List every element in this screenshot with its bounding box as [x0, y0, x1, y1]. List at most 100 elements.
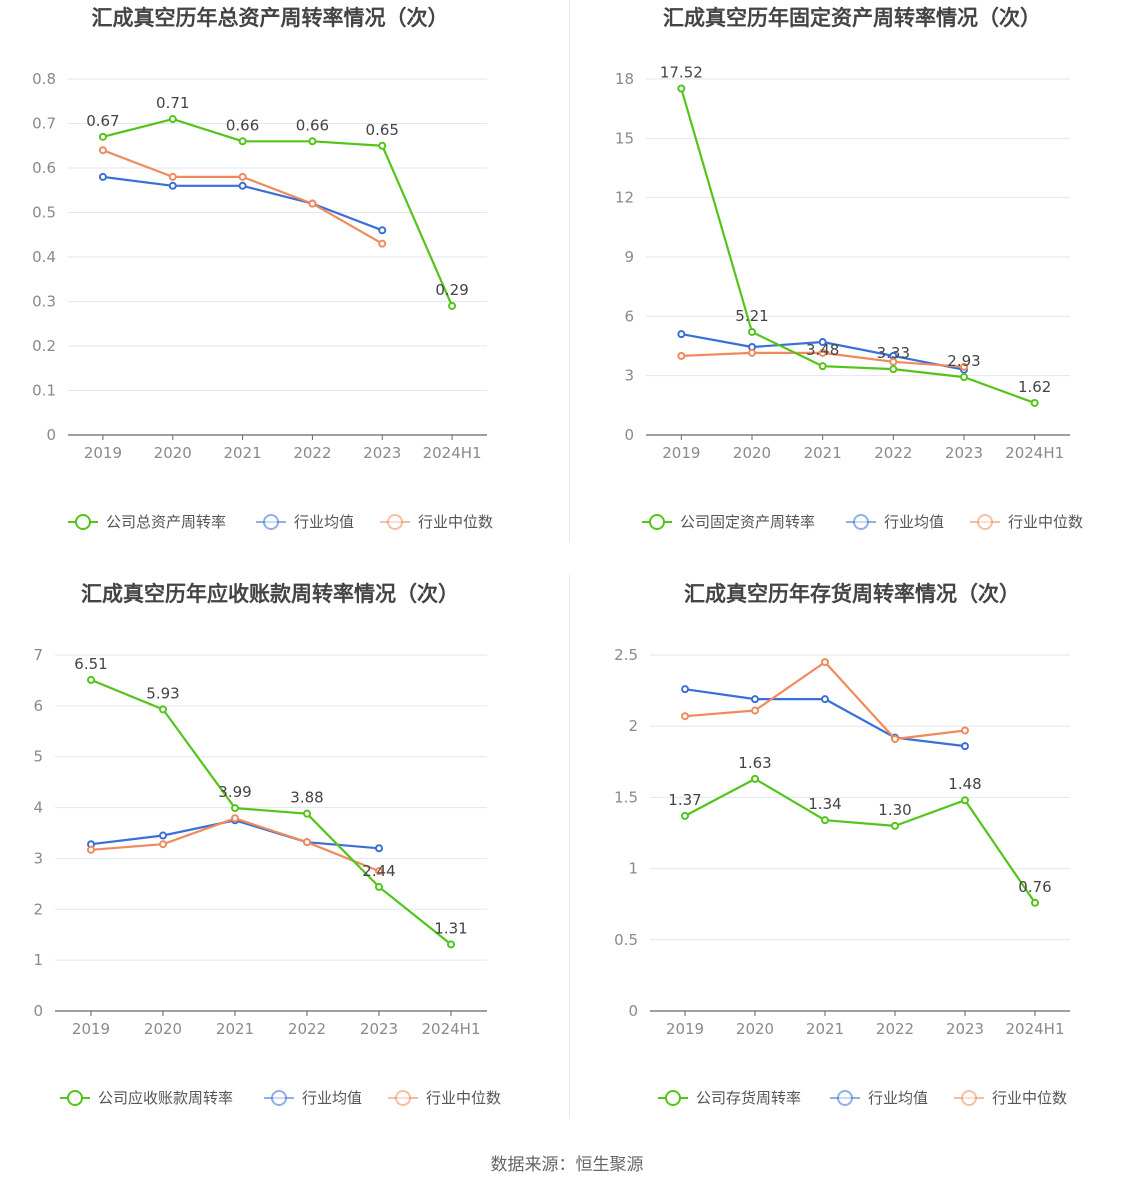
data-point [677, 84, 686, 93]
data-label: 1.30 [878, 801, 911, 819]
data-point [818, 362, 827, 371]
data-point [681, 811, 689, 820]
legend-marker [977, 514, 993, 530]
y-tick-label: 0.5 [32, 204, 56, 222]
data-label: 6.51 [74, 655, 107, 673]
legend-label: 行业均值 [884, 513, 944, 531]
data-label: 0.66 [226, 116, 259, 134]
data-point [889, 357, 898, 366]
data-label: 3.33 [877, 344, 910, 362]
data-point [159, 831, 167, 840]
x-tick-label: 2023 [946, 1020, 984, 1038]
x-tick-label: 2020 [144, 1020, 182, 1038]
data-label: 3.88 [290, 789, 323, 807]
x-tick-label: 2023 [363, 444, 401, 462]
data-label: 3.48 [806, 341, 839, 359]
y-tick-label: 0.4 [32, 248, 56, 266]
x-tick-label: 2022 [293, 444, 331, 462]
data-point [751, 774, 759, 783]
data-point [961, 742, 969, 751]
legend-marker [271, 1090, 287, 1106]
data-label: 0.29 [435, 281, 468, 299]
data-point [748, 327, 756, 336]
x-tick-label: 2023 [360, 1020, 398, 1038]
data-point [168, 172, 177, 181]
y-tick-label: 9 [624, 248, 634, 266]
data-point [98, 146, 107, 155]
data-point [308, 137, 317, 146]
x-tick-label: 2020 [736, 1020, 774, 1038]
data-point [677, 330, 686, 339]
x-tick-label: 2024H1 [422, 1020, 481, 1038]
legend-label: 行业均值 [302, 1089, 362, 1107]
y-tick-label: 1 [33, 951, 43, 969]
data-point [447, 940, 455, 949]
data-label: 2.44 [362, 862, 395, 880]
data-point [375, 882, 383, 891]
data-point [87, 675, 95, 684]
legend-label: 行业中位数 [992, 1089, 1067, 1107]
legend-marker [387, 514, 403, 530]
data-point [818, 338, 827, 347]
data-point [378, 226, 387, 235]
data-label: 0.71 [156, 94, 189, 112]
y-tick-label: 6 [624, 307, 634, 325]
data-point [159, 705, 167, 714]
legend-marker [263, 514, 279, 530]
x-tick-label: 2022 [288, 1020, 326, 1038]
vertical-divider-top [569, 0, 570, 542]
legend-marker [75, 514, 91, 530]
chart-1: 汇成真空历年总资产周转率情况（次） 0 0.1 0.2 0.3 0.4 0.5 0.6 0.7 0… [32, 6, 493, 531]
y-tick-label: 0.7 [32, 115, 56, 133]
data-point [821, 816, 829, 825]
series-line-3 [102, 149, 383, 245]
data-point [448, 301, 457, 310]
data-point [303, 838, 311, 847]
data-point [889, 365, 898, 374]
data-label: 2.93 [947, 352, 980, 370]
y-tick-label: 2 [33, 900, 43, 918]
data-point [891, 821, 899, 830]
data-label: 1.62 [1018, 378, 1051, 396]
data-point [681, 712, 689, 721]
y-tick-label: 7 [33, 646, 43, 664]
x-tick-label: 2021 [216, 1020, 254, 1038]
y-tick-label: 5 [33, 748, 43, 766]
x-tick-label: 2024H1 [1005, 444, 1064, 462]
x-tick-label: 2023 [945, 444, 983, 462]
y-tick-label: 2.5 [614, 646, 638, 664]
y-tick-label: 0.8 [32, 70, 56, 88]
data-point [681, 685, 689, 694]
legend-marker [395, 1090, 411, 1106]
data-point [961, 796, 969, 805]
y-tick-label: 18 [615, 70, 634, 88]
data-point [960, 373, 968, 382]
chart-title: 汇成真空历年存货周转率情况（次） [684, 582, 1020, 606]
data-point [231, 814, 239, 823]
y-tick-label: 3 [624, 367, 634, 385]
x-tick-label: 2020 [733, 444, 771, 462]
y-tick-label: 0.5 [614, 931, 638, 949]
data-label: 1.34 [808, 795, 841, 813]
data-point [375, 867, 383, 876]
x-tick-label: 2019 [72, 1020, 110, 1038]
y-tick-label: 0.3 [32, 293, 56, 311]
data-point [751, 695, 759, 704]
data-point [308, 199, 317, 208]
x-tick-label: 2021 [223, 444, 261, 462]
data-point [231, 804, 239, 813]
legend-label: 公司固定资产周转率 [680, 513, 815, 531]
y-tick-label: 3 [33, 849, 43, 867]
data-label: 0.67 [86, 112, 119, 130]
y-tick-label: 0.6 [32, 159, 56, 177]
data-point [159, 840, 167, 849]
data-label: 5.21 [735, 307, 768, 325]
x-tick-label: 2022 [876, 1020, 914, 1038]
x-tick-label: 2024H1 [423, 444, 482, 462]
data-point [238, 137, 247, 146]
x-tick-label: 2021 [806, 1020, 844, 1038]
series-line-1 [90, 678, 452, 946]
y-tick-label: 1 [628, 860, 638, 878]
data-point [98, 132, 107, 141]
data-label: 1.31 [434, 919, 467, 937]
